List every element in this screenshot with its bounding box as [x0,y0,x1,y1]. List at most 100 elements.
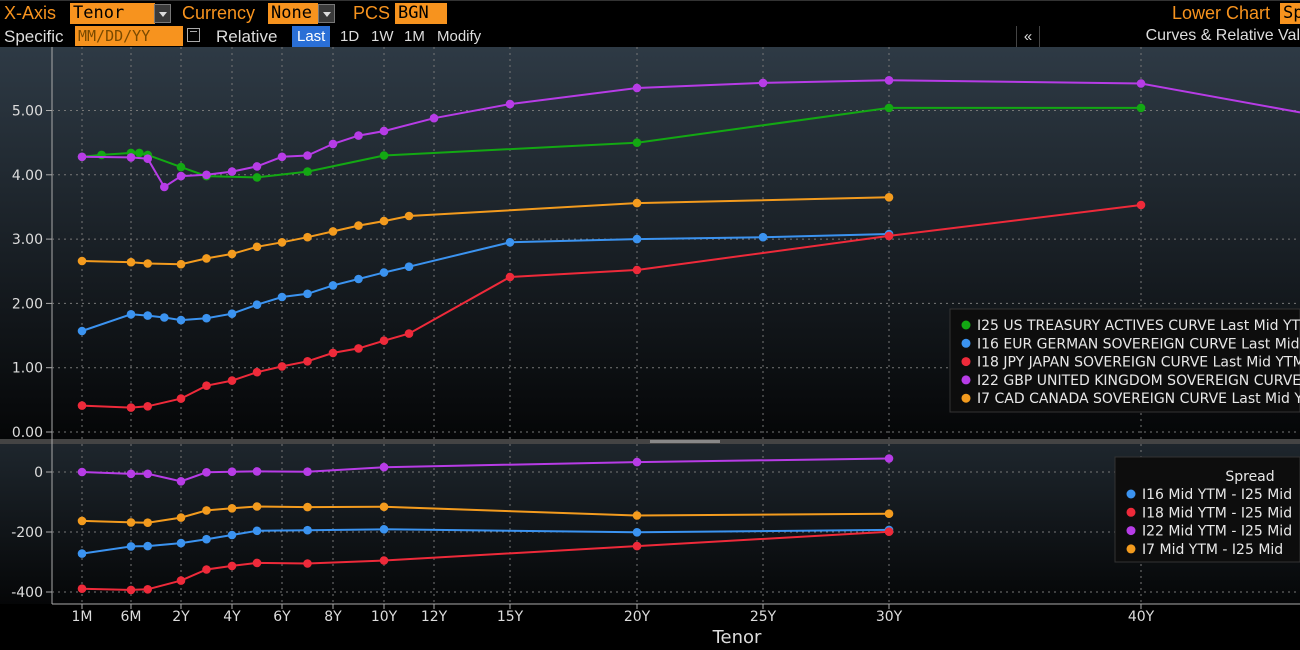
upper-legend-swatch-blue [961,338,971,348]
upper-point-red-6 [252,367,262,377]
lower-point-red-10 [884,527,894,536]
upper-point-orange-11 [379,216,389,226]
upper-point-red-2 [143,402,152,411]
1w-button[interactable]: 1W [371,28,394,45]
lower-point-blue-5 [227,530,237,540]
lower-point-orange-2 [143,518,152,527]
lower-legend-box [1114,456,1300,563]
currency-select[interactable]: None [268,3,318,24]
date-field[interactable]: MM/DD/YY [75,26,183,46]
upper-point-purple-9 [303,151,312,160]
lower-point-orange-0 [77,516,87,526]
lower-point-purple-5 [227,467,237,477]
xtick-8y: 8Y [324,609,342,625]
xtick-2y: 2Y [172,609,190,625]
calendar-icon[interactable] [187,28,200,42]
divider-handle[interactable] [650,440,720,443]
xtick-30y: 30Y [876,609,903,625]
upper-point-blue-3 [160,313,169,322]
currency-label: Currency [182,3,256,23]
upper-point-red-7 [277,362,287,371]
lower-point-purple-6 [252,467,262,476]
lower-point-red-2 [143,585,152,594]
1d-button[interactable]: 1D [340,28,360,45]
collapse-icon[interactable]: « [1016,26,1040,47]
xtick-40y: 40Y [1128,609,1155,625]
x-ticks: 1M 6M 2Y 4Y 6Y 8Y 10Y 12Y 15Y 20Y 25Y 30Y 40Y [72,604,1155,625]
upper-legend-box [949,308,1300,413]
upper-point-orange-3 [176,259,186,269]
xtick-4y: 4Y [223,609,241,625]
upper-point-purple-2 [143,154,152,163]
pcs-field[interactable]: BGN [395,3,447,24]
upper-legend-entry-red: I18 JPY JAPAN SOVEREIGN CURVE Last Mid Y… [977,355,1300,371]
upper-point-orange-6 [252,242,262,252]
upper-point-blue-5 [202,313,211,323]
lower-point-red-0 [77,584,87,593]
specific-label: Specific [4,27,64,46]
upper-point-green-10 [632,138,642,147]
lower-legend-swatch-red [1126,507,1136,517]
upper-point-orange-2 [143,259,152,268]
upper-legend-entry-orange: I7 CAD CANADA SOVEREIGN CURVE Last Mid Y… [977,391,1300,407]
xaxis-select[interactable]: Tenor [70,3,155,24]
upper-point-green-11 [884,103,894,113]
upper-point-purple-7 [252,162,262,171]
upper-point-purple-13 [429,113,439,123]
xtick-15y: 15Y [497,609,524,625]
lower-point-red-5 [227,561,237,571]
upper-series [77,76,1300,412]
lower-point-orange-4 [202,506,211,515]
lower-point-orange-6 [252,502,262,511]
lower-point-orange-8 [379,502,389,512]
upper-point-red-11 [379,336,389,346]
modify-button[interactable]: Modify [437,28,482,45]
lower-point-purple-10 [884,454,894,463]
lower-point-purple-3 [176,477,186,486]
upper-point-green-3 [135,148,144,158]
lower-point-red-8 [379,556,389,565]
upper-point-purple-11 [354,131,363,140]
lower-chart-label: Lower Chart [1172,3,1271,23]
lower-point-blue-7 [303,525,312,535]
lower-legend-entry-red: I18 Mid YTM - I25 Mid [1142,505,1292,521]
panel-title: Curves & Relative Val [1145,27,1300,44]
upper-point-purple-15 [632,83,642,93]
upper-point-red-16 [1136,200,1146,210]
upper-point-blue-15 [632,234,642,244]
pcs-label: PCS [353,3,391,23]
last-button[interactable]: Last [292,26,331,47]
upper-point-purple-16 [758,78,768,88]
upper-point-blue-4 [176,315,186,325]
upper-legend-entry-green: I25 US TREASURY ACTIVES CURVE Last Mid Y… [977,318,1300,334]
upper-point-red-4 [202,381,211,391]
lower-point-red-3 [176,576,186,585]
upper-point-red-5 [227,376,237,385]
lower-point-orange-9 [632,511,642,520]
upper-point-purple-1 [126,153,136,162]
lower-legend-swatch-purple [1126,526,1136,536]
lower-point-orange-1 [126,518,136,527]
upper-ytick-2: 2.00 [12,296,43,312]
lower-point-red-4 [202,565,211,574]
lower-point-red-6 [252,558,262,568]
upper-point-red-8 [303,357,312,366]
upper-ytick-5: 5.00 [12,104,43,120]
xtick-6y: 6Y [273,609,291,625]
upper-point-purple-4 [176,171,186,181]
upper-point-blue-6 [227,309,237,319]
upper-point-purple-14 [505,99,515,109]
lower-legend-title: Spread [1225,469,1274,485]
upper-point-orange-12 [404,211,414,221]
upper-point-orange-5 [227,249,237,259]
xaxis-dropdown-icon[interactable] [154,4,171,23]
xtick-10y: 10Y [371,609,398,625]
1m-button[interactable]: 1M [404,28,425,45]
xtick-6m: 6M [121,609,142,625]
upper-point-orange-0 [77,256,87,266]
lower-ytick-0: 0 [34,465,43,481]
lower-chart-select[interactable]: Sp [1280,3,1300,24]
xtick-1m: 1M [72,609,93,625]
currency-dropdown-icon[interactable] [318,4,335,23]
upper-point-blue-7 [252,300,262,310]
